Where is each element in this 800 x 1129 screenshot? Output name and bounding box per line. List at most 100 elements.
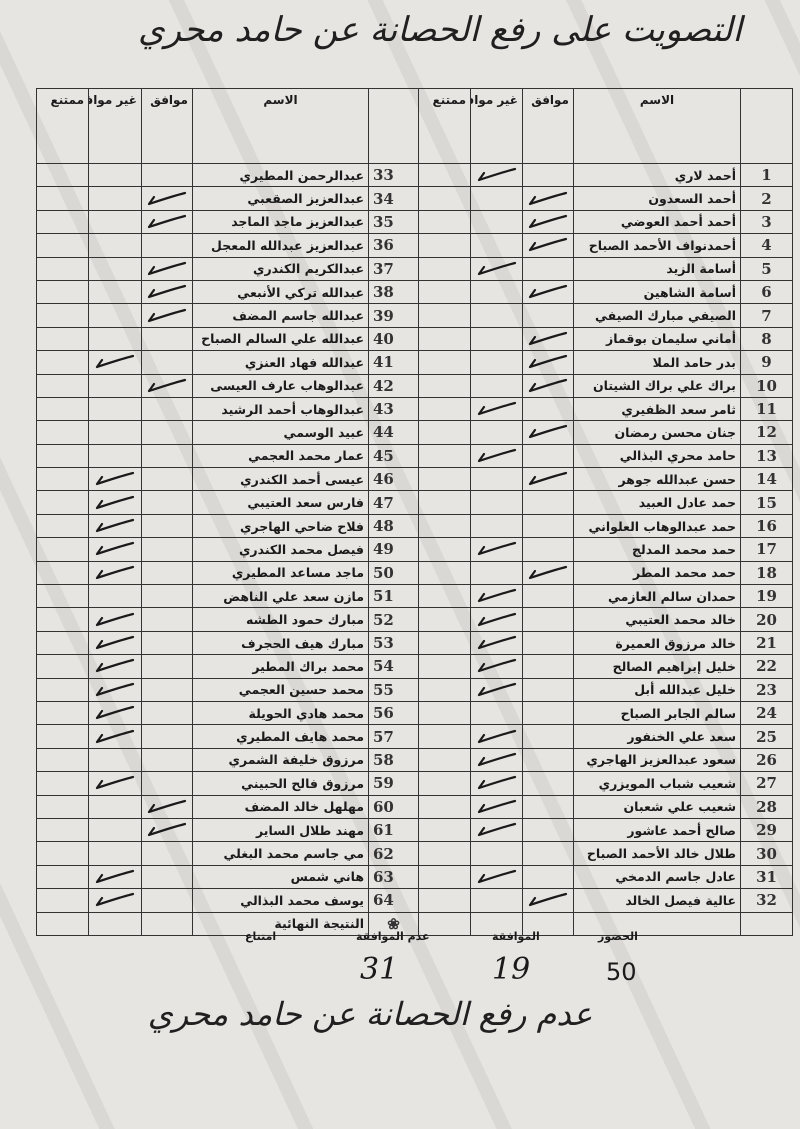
agree-cell: [522, 396, 574, 422]
checkmark-icon: [524, 378, 573, 394]
member-number: 36: [368, 233, 419, 258]
member-name: أحمد أحمد العوضي: [573, 209, 741, 235]
member-number: 54: [368, 654, 419, 679]
member-name: خليل عبدالله أبل: [573, 677, 741, 702]
checkmark-icon: [143, 214, 192, 230]
member-name: مبارك حمود الطشه: [192, 607, 369, 632]
agree-cell: [141, 724, 193, 749]
member-number: 39: [368, 303, 419, 328]
disagree-cell: [470, 279, 523, 305]
member-number: 29: [740, 817, 793, 843]
checkmark-icon: [90, 471, 141, 487]
disagree-cell: [88, 771, 142, 796]
checkmark-icon: [472, 541, 522, 557]
member-name: مبارك هيف الحجرف: [192, 630, 369, 656]
abstain-cell: [418, 162, 471, 188]
disagree-cell: [470, 630, 523, 656]
header-name: الاسم: [573, 88, 741, 164]
agree-cell: [141, 888, 193, 913]
agree-cell: [522, 747, 574, 773]
disagree-cell: [88, 560, 142, 586]
abstain-cell: [36, 467, 89, 492]
abstain-cell: [36, 607, 89, 632]
checkmark-icon: [472, 658, 522, 674]
member-number: 19: [740, 584, 793, 609]
disagree-cell: [88, 747, 142, 773]
checkmark-icon: [472, 682, 522, 698]
disagree-cell: [88, 303, 142, 328]
checkmark-icon: [90, 565, 141, 581]
abstain-cell: [36, 420, 89, 445]
agree-cell: [522, 864, 574, 890]
member-number: 27: [740, 771, 793, 796]
member-number: 25: [740, 724, 793, 749]
member-number: 14: [740, 467, 793, 492]
checkmark-icon: [90, 682, 141, 698]
member-number: 40: [368, 326, 419, 352]
agree-cell: [522, 420, 574, 445]
checkmark-icon: [472, 799, 522, 815]
member-number: 51: [368, 584, 419, 609]
member-name: عبدالله جاسم المضف: [192, 303, 369, 328]
agree-cell: [141, 256, 193, 281]
member-number: 64: [368, 888, 419, 913]
disagree-cell: [88, 654, 142, 679]
table-row: 14 حسن عبدالله جوهر 46 عيسى أحمد الكندري: [36, 467, 793, 492]
abstain-cell: [418, 350, 471, 375]
member-number: 60: [368, 794, 419, 819]
member-number: 38: [368, 279, 419, 305]
member-number: 17: [740, 537, 793, 562]
table-row: 17 حمد محمد المدلج 49 فيصل محمد الكندري: [36, 537, 793, 562]
member-number: 61: [368, 817, 419, 843]
agree-cell: [522, 209, 574, 235]
abstain-cell: [36, 747, 89, 773]
table-row: 23 خليل عبدالله أبل 55 محمد حسين العجمي: [36, 677, 793, 702]
checkmark-icon: [90, 775, 141, 791]
disagree-cell: [470, 560, 523, 586]
agree-cell: [522, 794, 574, 819]
member-name: عبدالوهاب أحمد الرشيد: [192, 396, 369, 422]
member-number: 9: [740, 350, 793, 375]
disagree-cell: [470, 794, 523, 819]
agree-cell: [141, 537, 193, 562]
member-number: 50: [368, 560, 419, 586]
table-row: 18 حمد محمد المطر 50 ماجد مساعد المطيري: [36, 560, 793, 586]
member-name: طلال خالد الأحمد الصباح: [573, 841, 741, 866]
abstain-cell: [36, 490, 89, 515]
header-disagree: غير موافق: [88, 88, 142, 164]
disagree-cell: [88, 888, 142, 913]
checkmark-icon: [143, 799, 192, 815]
member-number: 42: [368, 373, 419, 398]
checkmark-icon: [524, 424, 573, 440]
disagree-cell: [470, 233, 523, 258]
disagree-cell: [88, 467, 142, 492]
agree-cell: [141, 279, 193, 305]
table-row: 26 سعود عبدالعزيز الهاجري 58 مرزوق خليفة ال…: [36, 747, 793, 773]
checkmark-icon: [472, 612, 522, 628]
table-row: 10 براك علي براك الشيتان 42 عبدالوهاب عارف …: [36, 373, 793, 398]
footer-note: عدم رفع الحصانة عن حامد محري: [147, 995, 593, 1033]
checkmark-icon: [472, 635, 522, 651]
member-number: 13: [740, 443, 793, 469]
disagree-cell: [88, 186, 142, 211]
agree-cell: [522, 607, 574, 632]
disagree-cell: [470, 443, 523, 469]
agree-cell: [522, 677, 574, 702]
member-number: 31: [740, 864, 793, 890]
attendance-label: الحضور: [598, 930, 638, 943]
member-number: 30: [740, 841, 793, 866]
agree-cell: [141, 326, 193, 352]
disagree-cell: [88, 724, 142, 749]
final-result-row: ❀ النتيجة النهائية: [36, 911, 793, 936]
agree-cell: [141, 513, 193, 539]
checkmark-icon: [524, 191, 573, 207]
header-agree: موافق: [522, 88, 574, 164]
member-number: 52: [368, 607, 419, 632]
agree-cell: [141, 233, 193, 258]
checkmark-icon: [143, 378, 192, 394]
member-name: محمد هايف المطيري: [192, 724, 369, 749]
disagree-cell: [470, 303, 523, 328]
agree-cell: [522, 584, 574, 609]
abstain-cell: [36, 654, 89, 679]
abstain-cell: [36, 443, 89, 469]
